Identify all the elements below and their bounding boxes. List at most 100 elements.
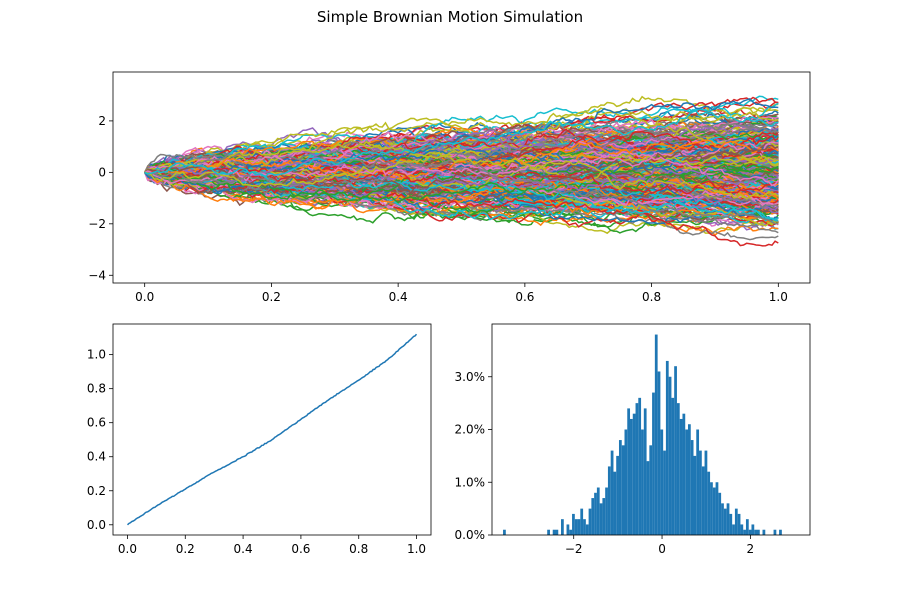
series-line — [144, 109, 779, 179]
series-line — [144, 169, 779, 247]
x-tick-label: 0.8 — [349, 542, 368, 556]
histogram-bar — [591, 498, 595, 535]
histogram-bar — [660, 429, 664, 535]
histogram-bar — [605, 487, 608, 535]
series-line — [144, 171, 779, 225]
histogram-bar — [693, 455, 697, 536]
histogram-bar — [569, 529, 573, 535]
histogram-bar — [715, 482, 719, 535]
histogram-bar — [635, 403, 639, 536]
series-line — [144, 144, 779, 195]
axes-frame — [112, 323, 432, 536]
histogram-bar — [699, 450, 702, 535]
histogram-bar — [580, 508, 584, 536]
histogram-bar — [638, 397, 642, 535]
histogram-bar — [723, 508, 727, 536]
histogram-bar — [740, 524, 744, 535]
x-tick-label: −2 — [565, 542, 583, 556]
x-tick-label: 1.0 — [407, 542, 426, 556]
histogram-bar — [701, 466, 705, 535]
histogram-bar — [547, 529, 550, 535]
histogram-bar — [574, 519, 578, 535]
y-tick-label: 0.4 — [87, 450, 106, 464]
histogram-bar — [583, 519, 586, 535]
histogram-bar — [607, 466, 611, 535]
histogram-bar — [599, 503, 603, 535]
histogram-bar — [641, 429, 644, 535]
histogram-bar — [679, 418, 683, 535]
y-tick-label: 3.0% — [455, 370, 486, 384]
series-line — [144, 95, 779, 175]
x-tick-label: 0.0 — [118, 542, 137, 556]
histogram-bar — [718, 492, 722, 535]
histogram-bar — [732, 524, 735, 535]
axes-frame — [112, 71, 811, 284]
figure-title: Simple Brownian Motion Simulation — [316, 8, 584, 26]
x-tick-label: 0.6 — [291, 542, 310, 556]
histogram-bar — [721, 503, 724, 535]
histogram-bar — [726, 503, 730, 535]
histogram-bar — [627, 408, 631, 535]
histogram-bar — [748, 529, 752, 535]
histogram-bar — [671, 397, 675, 535]
y-tick-label: 0.0 — [87, 518, 106, 532]
histogram-bar — [696, 429, 700, 535]
histogram-bar — [773, 529, 777, 535]
histogram-bar — [613, 471, 617, 535]
x-tick-label: 0.0 — [135, 290, 154, 304]
histogram-bar — [602, 498, 606, 535]
x-tick-label: 0.6 — [515, 290, 534, 304]
x-tick-label: 0 — [658, 542, 666, 556]
x-tick-label: 0.2 — [176, 542, 195, 556]
histogram-bar — [687, 424, 691, 535]
histogram-bar — [754, 529, 757, 535]
histogram-bar — [654, 334, 658, 535]
histogram-bar — [712, 487, 716, 535]
y-tick-label: 1.0% — [455, 475, 486, 489]
histogram-bar — [685, 429, 688, 535]
y-tick-label: 0.2 — [87, 484, 106, 498]
series-line — [144, 107, 779, 176]
series-line — [144, 96, 779, 173]
histogram-bar — [588, 508, 592, 536]
histogram-bar — [779, 529, 782, 535]
x-tick-label: 1.0 — [769, 290, 788, 304]
y-tick-label: 0.0% — [455, 528, 486, 542]
series-line — [144, 164, 779, 222]
histogram-bar — [668, 376, 672, 535]
histogram-bar — [621, 445, 625, 535]
histogram-bars — [503, 334, 782, 536]
histogram-bar — [594, 492, 597, 535]
y-tick-label: 0.8 — [87, 382, 106, 396]
histogram-bar — [657, 371, 661, 535]
brownian-paths — [144, 95, 779, 247]
histogram-bar — [630, 418, 633, 535]
series-line — [126, 333, 418, 526]
y-tick-label: 2 — [98, 114, 106, 128]
histogram-bar — [618, 440, 622, 535]
x-tick-label: 0.4 — [234, 542, 253, 556]
histogram-bar — [555, 529, 559, 535]
series-line — [144, 154, 779, 200]
histogram-bar — [610, 450, 614, 535]
histogram-bar — [743, 529, 746, 535]
histogram-bar — [632, 413, 636, 535]
y-tick-label: 2.0% — [455, 423, 486, 437]
series-line — [144, 154, 779, 190]
histogram-bar — [674, 366, 677, 535]
x-tick-label: 0.4 — [389, 290, 408, 304]
y-tick-label: 1.0 — [87, 348, 106, 362]
histogram-bar — [690, 440, 694, 535]
histogram-bar — [646, 461, 650, 535]
histogram-bar — [663, 450, 666, 535]
series-line — [144, 156, 779, 225]
histogram-bar — [596, 487, 600, 535]
histogram-bar — [734, 508, 738, 536]
series-line — [144, 139, 779, 180]
histogram-bar — [572, 513, 575, 535]
x-tick-label: 0.2 — [262, 290, 281, 304]
histogram-bar — [729, 513, 733, 535]
histogram-bar — [757, 529, 760, 535]
